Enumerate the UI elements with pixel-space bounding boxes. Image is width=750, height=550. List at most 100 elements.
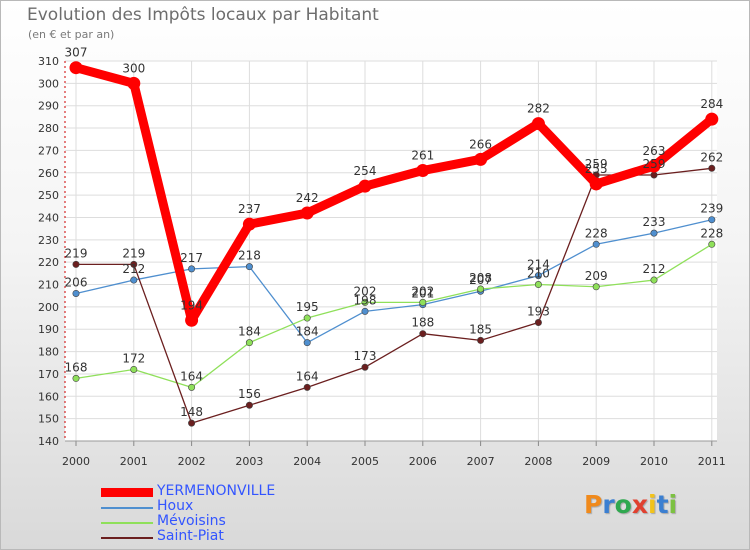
legend-swatch	[101, 537, 153, 539]
data-label: 266	[469, 137, 492, 151]
data-point	[708, 164, 716, 172]
data-label: 218	[238, 249, 261, 263]
data-point	[72, 289, 80, 297]
data-label: 173	[354, 349, 377, 363]
data-point	[188, 419, 196, 427]
data-label-layer: 206 212 217 218 184 198 201 207 214 228 233 239 168 1…	[65, 46, 724, 419]
y-tick-label: 230	[38, 234, 59, 247]
y-tick-label: 180	[38, 346, 59, 359]
data-label: 219	[122, 246, 145, 260]
data-point	[188, 383, 196, 391]
data-label: 185	[469, 322, 492, 336]
data-label: 148	[180, 405, 203, 419]
legend-label: YERMENONVILLE	[157, 483, 276, 499]
data-label: 164	[180, 369, 203, 383]
y-tick-label: 140	[38, 435, 59, 448]
data-label: 156	[238, 387, 261, 401]
logo-letter: i	[648, 490, 657, 519]
legend: YERMENONVILLE Houx Mévoisins Saint-Piat	[101, 483, 341, 545]
data-point	[303, 339, 311, 347]
y-tick-label: 190	[38, 323, 59, 336]
data-label: 172	[122, 351, 145, 365]
legend-item: Houx	[101, 498, 341, 515]
series-line	[75, 167, 713, 424]
data-point	[589, 177, 603, 191]
legend-swatch	[101, 522, 153, 524]
data-point	[300, 206, 314, 220]
series-layer	[69, 61, 719, 427]
x-tick-label: 2006	[409, 455, 437, 468]
legend-swatch	[101, 507, 153, 509]
data-label: 202	[354, 284, 377, 298]
grid-layer	[65, 60, 717, 442]
data-point	[419, 298, 427, 306]
series-line	[71, 63, 717, 325]
data-label: 228	[700, 226, 723, 240]
data-point	[361, 307, 369, 315]
y-tick-label: 260	[38, 167, 59, 180]
data-point	[361, 298, 369, 306]
data-point	[416, 164, 430, 178]
data-point	[361, 363, 369, 371]
legend-item: Saint-Piat	[101, 528, 341, 545]
x-tick-label: 2009	[582, 455, 610, 468]
data-label: 239	[700, 202, 723, 216]
data-point	[708, 216, 716, 224]
data-label: 228	[585, 226, 608, 240]
legend-swatch	[101, 488, 153, 497]
y-tick-label: 210	[38, 279, 59, 292]
y-tick-label: 290	[38, 100, 59, 113]
data-label: 184	[296, 325, 319, 339]
data-point	[242, 217, 256, 231]
data-label: 208	[469, 271, 492, 285]
logo-letter: i	[668, 490, 678, 519]
x-tick-label: 2000	[62, 455, 90, 468]
y-tick-label: 160	[38, 390, 59, 403]
data-point	[531, 117, 545, 131]
data-point	[592, 240, 600, 248]
data-label: 212	[122, 262, 145, 276]
data-label: 207	[469, 273, 492, 287]
x-tick-label: 2003	[235, 455, 263, 468]
data-point	[245, 401, 253, 409]
data-label: 261	[411, 149, 434, 163]
data-label: 284	[700, 97, 723, 111]
data-point	[477, 336, 485, 344]
x-tick-label: 2011	[698, 455, 726, 468]
logo-letter: r	[602, 490, 615, 519]
logo-letter: o	[614, 490, 632, 519]
legend-label: Mévoisins	[157, 513, 226, 529]
y-tick-label: 300	[38, 77, 59, 90]
y-tick-label: 240	[38, 211, 59, 224]
data-point	[72, 374, 80, 382]
data-point	[650, 229, 658, 237]
logo-letter: x	[631, 490, 648, 519]
data-label: 184	[238, 325, 261, 339]
data-point	[534, 272, 542, 280]
data-point	[534, 281, 542, 289]
y-tick-label: 310	[38, 55, 59, 68]
y-tick-label: 150	[38, 413, 59, 426]
data-point	[358, 179, 372, 193]
logo-letter: t	[656, 490, 669, 519]
data-point	[245, 263, 253, 271]
data-label: 262	[700, 150, 723, 164]
data-point	[474, 152, 488, 166]
data-point	[130, 365, 138, 373]
data-label: 168	[65, 360, 88, 374]
data-label: 193	[527, 305, 550, 319]
x-tick-label: 2005	[351, 455, 379, 468]
data-label: 201	[411, 287, 434, 301]
legend-label: Houx	[157, 498, 194, 514]
data-label: 254	[354, 164, 377, 178]
data-point	[245, 339, 253, 347]
legend-item: Mévoisins	[101, 513, 341, 530]
data-point	[647, 159, 661, 173]
data-label: 202	[411, 284, 434, 298]
x-tick-label: 2001	[120, 455, 148, 468]
data-label: 255	[585, 162, 608, 176]
data-label: 237	[238, 202, 261, 216]
chart-subtitle: (en € et par an)	[28, 28, 115, 41]
